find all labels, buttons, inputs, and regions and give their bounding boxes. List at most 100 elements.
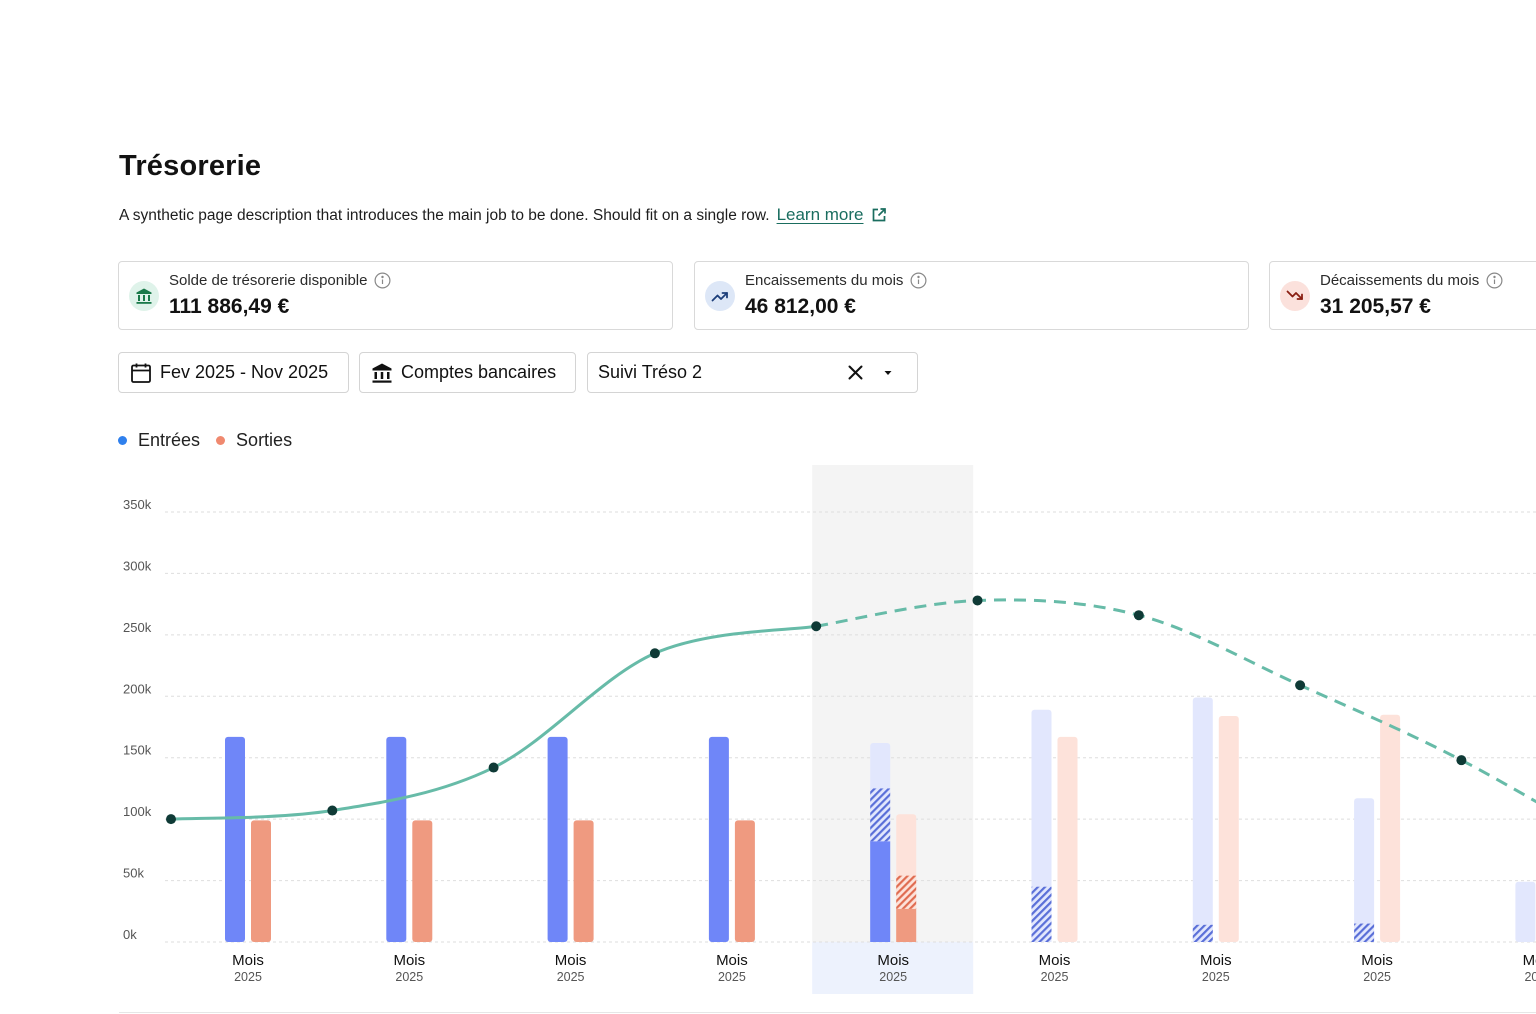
inflow-bar-pending[interactable]: [870, 788, 891, 842]
kpi-icon-wrap: [705, 281, 735, 311]
balance-point[interactable]: [1133, 610, 1144, 621]
learn-more-link[interactable]: Learn more: [777, 205, 887, 225]
close-icon[interactable]: [847, 364, 864, 381]
page-description: A synthetic page description that introd…: [119, 205, 887, 225]
x-tick-label: Mois: [1361, 952, 1393, 969]
x-tick-year: 2025: [234, 970, 262, 984]
accounts-filter-button[interactable]: Comptes bancaires: [359, 352, 576, 393]
inflow-bar-pending[interactable]: [1192, 924, 1213, 942]
chart-legend: Entrées Sorties: [118, 430, 308, 451]
kpi-label-text: Décaissements du mois: [1320, 272, 1480, 289]
period-filter-label: Fev 2025 - Nov 2025: [160, 362, 329, 382]
info-icon[interactable]: [374, 272, 391, 289]
chevron-down-icon[interactable]: [883, 370, 893, 376]
balance-point[interactable]: [488, 762, 499, 773]
cashflow-chart: 0k50k100k150k200k250k300k350kMois2025Moi…: [123, 465, 1536, 994]
section-divider: [119, 1012, 1536, 1013]
inflow-bar[interactable]: [1031, 709, 1052, 942]
scenario-select[interactable]: Suivi Tréso 2: [587, 352, 918, 393]
legend-item-outflows[interactable]: Sorties: [216, 430, 292, 451]
outflow-bar[interactable]: [1057, 736, 1078, 942]
outflow-bar[interactable]: [734, 820, 755, 942]
calendar-icon: [131, 363, 151, 383]
x-tick-label: Mois: [393, 952, 425, 969]
balance-point[interactable]: [1295, 680, 1306, 691]
y-tick-label: 350k: [123, 497, 152, 512]
balance-point[interactable]: [811, 621, 822, 632]
legend-swatch-outflows: [216, 436, 226, 445]
inflow-bar-pending[interactable]: [1031, 886, 1052, 942]
legend-swatch-inflows: [118, 436, 127, 445]
x-tick-year: 2025: [557, 970, 585, 984]
y-tick-label: 50k: [123, 866, 144, 881]
balance-point[interactable]: [972, 595, 983, 606]
balance-point[interactable]: [166, 814, 176, 825]
balance-point[interactable]: [327, 805, 338, 816]
kpi-value: 31 205,57 €: [1320, 295, 1431, 318]
kpi-value: 111 886,49 €: [169, 295, 290, 318]
inflow-bar[interactable]: [1515, 881, 1536, 942]
y-tick-label: 0k: [123, 927, 137, 942]
accounts-filter-label: Comptes bancaires: [401, 362, 557, 382]
balance-point[interactable]: [1456, 755, 1467, 766]
inflow-bar[interactable]: [708, 736, 729, 942]
kpi-card-inflows: Encaissements du mois 46 812,00 €: [694, 261, 1249, 330]
bank-icon: [136, 288, 152, 304]
inflow-bar[interactable]: [1192, 697, 1213, 942]
legend-label: Entrées: [138, 430, 201, 450]
x-tick-year: 2025: [1363, 970, 1391, 984]
x-tick-year: 2025: [879, 970, 907, 984]
y-tick-label: 250k: [123, 620, 152, 635]
x-tick-year: 2025: [1041, 970, 1069, 984]
x-tick-label: Mois: [232, 952, 264, 969]
trending-up-icon: [711, 292, 728, 302]
current-month-highlight: [812, 465, 974, 942]
kpi-label: Décaissements du mois: [1320, 272, 1503, 289]
kpi-label-text: Encaissements du mois: [745, 272, 904, 289]
x-tick-year: 2025: [395, 970, 423, 984]
outflow-bar[interactable]: [573, 820, 594, 942]
legend-item-inflows[interactable]: Entrées: [118, 430, 200, 451]
kpi-label: Solde de trésorerie disponible: [169, 272, 391, 289]
y-tick-label: 100k: [123, 804, 152, 819]
page-description-text: A synthetic page description that introd…: [119, 207, 770, 224]
kpi-label-text: Solde de trésorerie disponible: [169, 272, 368, 289]
x-tick-label: Mois: [1523, 952, 1536, 969]
y-tick-label: 300k: [123, 558, 152, 573]
bank-icon: [372, 363, 392, 383]
outflow-bar-actual[interactable]: [896, 908, 917, 942]
balance-point[interactable]: [649, 648, 660, 659]
outflow-bar[interactable]: [251, 820, 271, 942]
balance-line-projected: [815, 598, 1536, 804]
kpi-icon-wrap: [1280, 281, 1310, 311]
x-tick-year: 2025: [1202, 970, 1230, 984]
inflow-bar-pending[interactable]: [1354, 923, 1375, 942]
inflow-bar[interactable]: [225, 736, 245, 942]
outflow-bar[interactable]: [1380, 714, 1401, 942]
external-link-icon: [872, 208, 886, 222]
x-tick-label: Mois: [1039, 952, 1071, 969]
inflow-bar-actual[interactable]: [870, 841, 891, 942]
x-tick-year: 2025: [1524, 970, 1536, 984]
kpi-icon-wrap: [129, 281, 159, 311]
x-tick-label: Mois: [1200, 952, 1232, 969]
inflow-bar[interactable]: [1354, 798, 1375, 942]
x-tick-year: 2025: [718, 970, 746, 984]
y-tick-label: 200k: [123, 681, 152, 696]
inflow-bar[interactable]: [386, 736, 407, 942]
x-tick-label: Mois: [555, 952, 587, 969]
outflow-bar[interactable]: [412, 820, 433, 942]
legend-label: Sorties: [236, 430, 293, 450]
kpi-card-outflows: Décaissements du mois 31 205,57 €: [1269, 261, 1536, 330]
period-filter-button[interactable]: Fev 2025 - Nov 2025: [118, 352, 349, 393]
outflow-bar-pending[interactable]: [896, 875, 917, 909]
info-icon[interactable]: [910, 272, 927, 289]
y-tick-label: 150k: [123, 743, 152, 758]
x-tick-label: Mois: [716, 952, 748, 969]
outflow-bar[interactable]: [1218, 715, 1239, 942]
page-title: Trésorerie: [119, 150, 262, 182]
current-month-label-highlight: [812, 942, 974, 994]
info-icon[interactable]: [1486, 272, 1503, 289]
inflow-bar[interactable]: [547, 736, 568, 942]
learn-more-label: Learn more: [776, 205, 864, 224]
